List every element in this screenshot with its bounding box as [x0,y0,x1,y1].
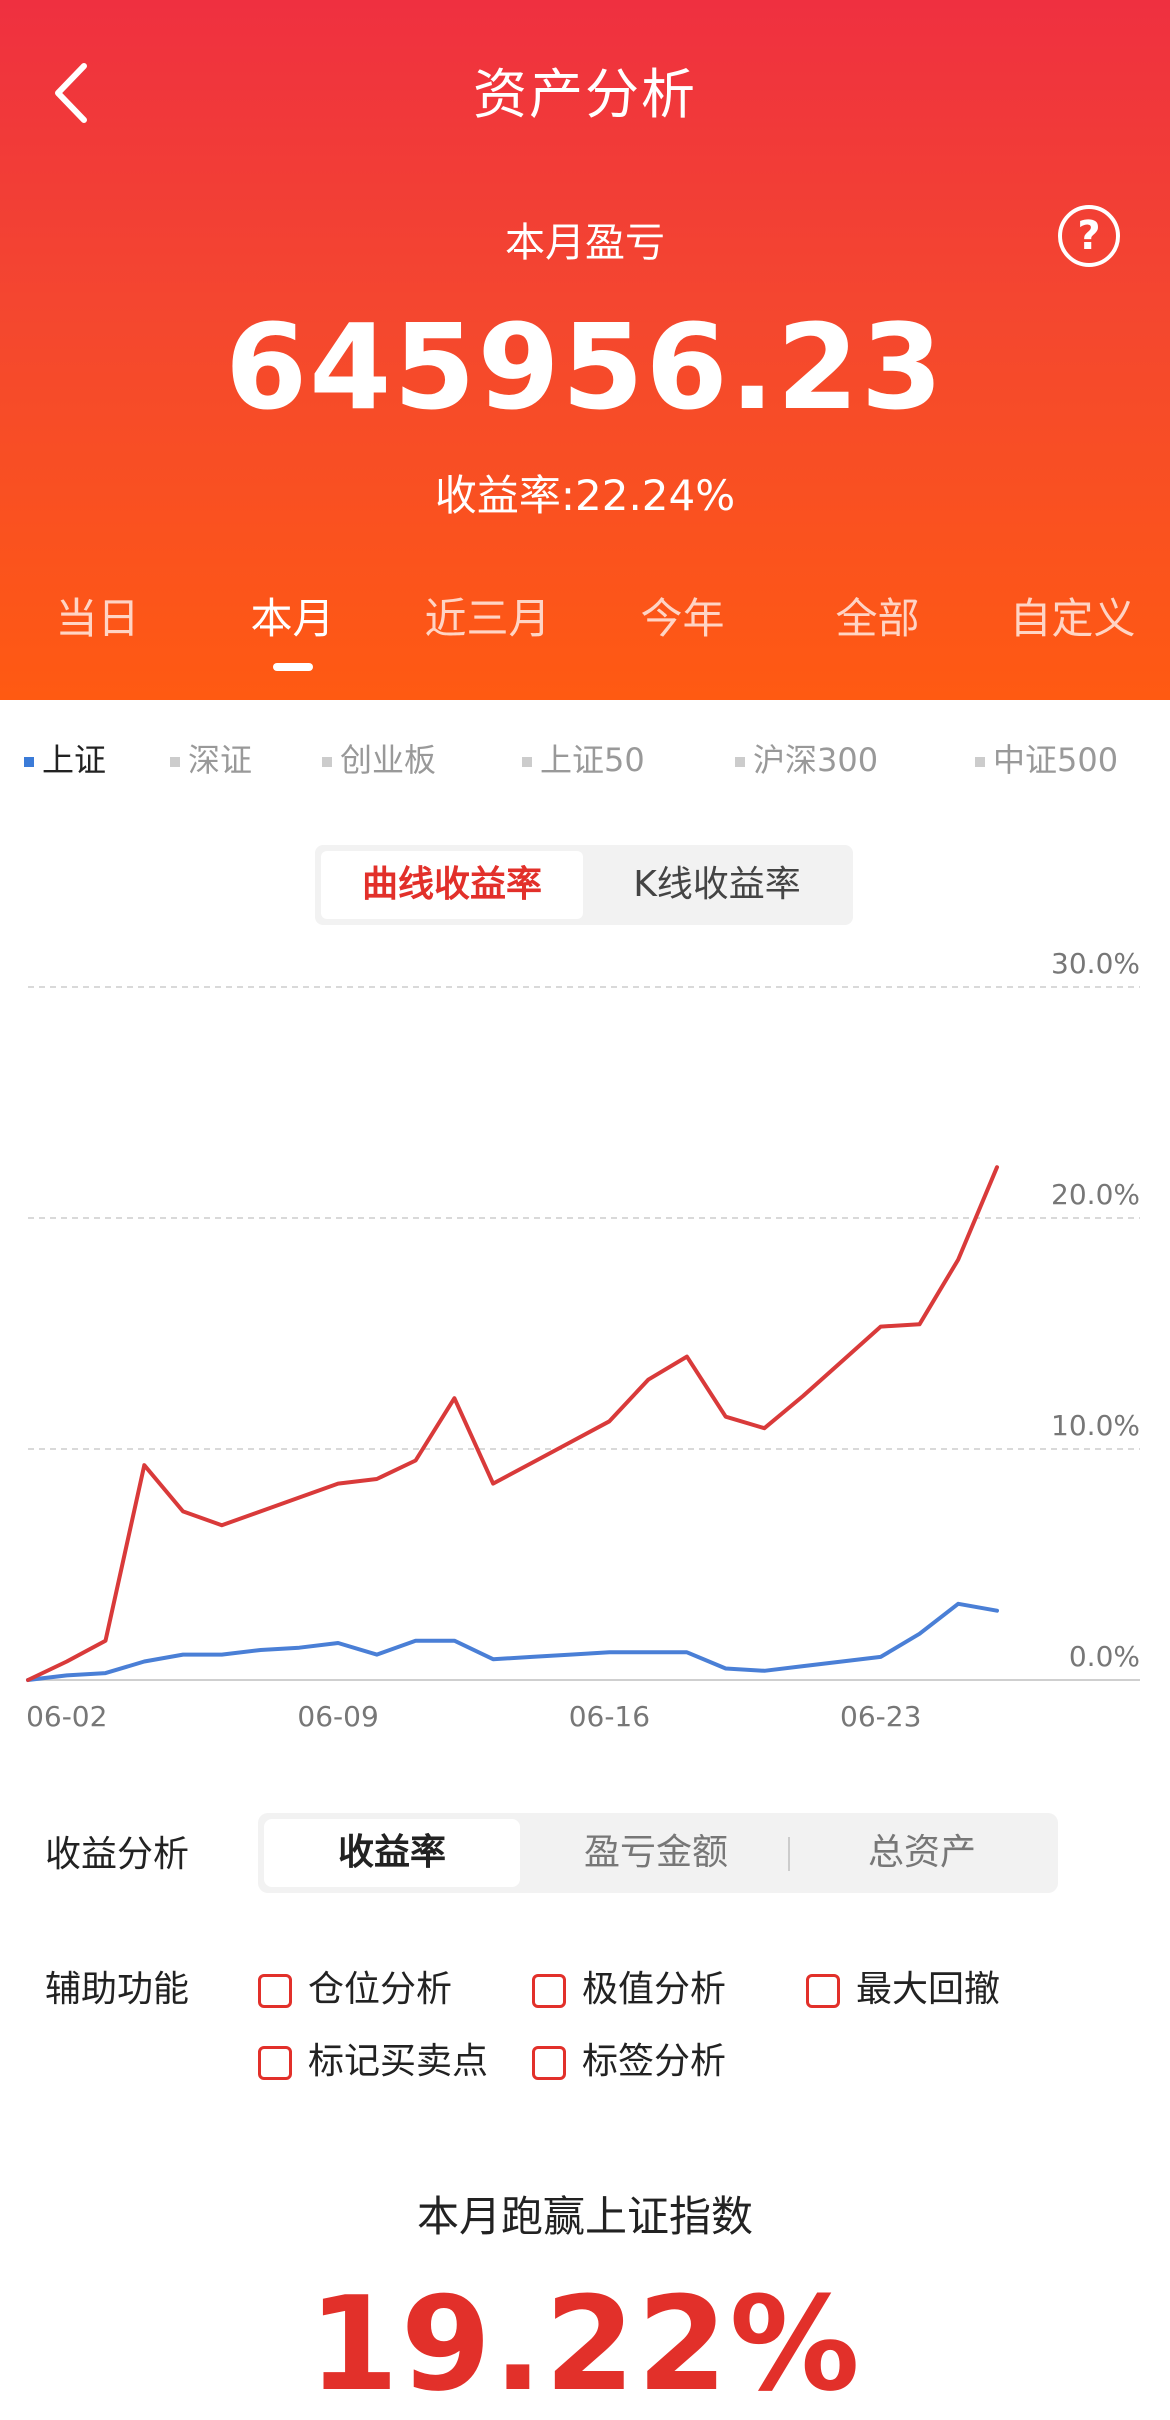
page-title: 资产分析 [473,63,697,126]
analysis-label: 收益分析 [45,1834,190,1875]
curve-return-button[interactable]: 曲线收益率 [321,851,583,919]
checkbox-extreme-analysis[interactable]: 极值分析 [532,1960,726,2012]
y-tick-label: 0.0% [1069,1640,1140,1673]
checkbox-icon [258,2046,292,2080]
checkbox-label: 极值分析 [582,1969,727,2010]
y-tick-label: 10.0% [1051,1409,1140,1442]
index-tab-label: 深证 [188,741,253,779]
return-rate-button[interactable]: 收益率 [264,1819,520,1887]
checkbox-icon [532,1974,566,2008]
x-tick-label: 06-09 [297,1700,378,1733]
segment-divider [788,1837,790,1871]
legend-marker-icon [322,757,332,767]
checkbox-icon [258,1974,292,2008]
index-tab-csi300[interactable]: 沪深300 [735,735,878,781]
beat-index-value: 19.22% [308,2268,862,2420]
pnl-value: 645956.23 [225,298,945,436]
kline-return-button[interactable]: K线收益率 [633,864,801,905]
tab-today[interactable]: 当日 [55,594,140,643]
index-return-line [26,1601,999,1682]
chart-mode-toggle: 曲线收益率 K线收益率 [315,845,853,925]
legend-marker-icon [170,757,180,767]
index-tab-shanghai[interactable]: 上证 [24,735,106,781]
aux-label: 辅助功能 [45,1969,190,2010]
index-tab-label: 沪深300 [753,741,879,779]
analysis-segmented-control: 收益率 盈亏金额 总资产 [258,1813,1058,1893]
tab-this-year[interactable]: 今年 [640,594,725,643]
legend-marker-icon [522,757,532,767]
checkbox-label: 标记买卖点 [308,2041,489,2082]
index-tab-label: 中证500 [993,741,1119,779]
y-tick-label: 20.0% [1051,1178,1140,1211]
index-tab-sse50[interactable]: 上证50 [522,735,645,781]
tab-custom[interactable]: 自定义 [1009,594,1136,643]
checkbox-icon [806,1974,840,2008]
checkbox-tag-analysis[interactable]: 标签分析 [532,2032,726,2084]
x-tick-label: 06-23 [840,1700,921,1733]
return-rate: 收益率:22.24% [434,471,736,520]
tab-this-month[interactable]: 本月 [195,585,390,671]
checkbox-label: 标签分析 [582,2041,727,2082]
tab-all[interactable]: 全部 [835,594,920,643]
beat-index-title: 本月跑赢上证指数 [416,2192,753,2241]
portfolio-return-line [26,1165,999,1682]
x-tick-label: 06-16 [569,1700,650,1733]
checkbox-icon [532,2046,566,2080]
index-tab-csi500[interactable]: 中证500 [975,735,1118,781]
period-tabs: 当日 本月 近三月 今年 全部 自定义 [0,585,1170,671]
header: 资产分析 ? 本月盈亏 645956.23 收益率:22.24% 当日 本月 近… [0,0,1170,700]
total-assets-button[interactable]: 总资产 [867,1832,976,1873]
y-tick-label: 30.0% [1051,947,1140,980]
return-chart: 0.0% 10.0% 20.0% 30.0% 06-02 06-09 06-16 06-23 [26,947,1140,1733]
checkbox-position-analysis[interactable]: 仓位分析 [258,1960,452,2012]
index-tab-shenzhen[interactable]: 深证 [170,735,252,781]
pnl-amount-button[interactable]: 盈亏金额 [583,1832,728,1873]
checkbox-mark-trades[interactable]: 标记买卖点 [258,2032,488,2084]
index-tab-label: 创业板 [340,741,437,779]
legend-marker-icon [24,757,34,767]
legend-marker-icon [975,757,985,767]
index-tab-label: 上证50 [540,741,645,779]
chevron-left-icon [55,63,87,123]
help-button[interactable]: ? [1058,205,1120,267]
back-button[interactable] [44,58,104,128]
legend-marker-icon [735,757,745,767]
x-tick-label: 06-02 [26,1700,107,1733]
pnl-label: 本月盈亏 [505,220,665,266]
index-tabs: 上证 深证 创业板 上证50 沪深300 中证500 [0,735,1170,795]
tab-last-three-months[interactable]: 近三月 [424,594,551,643]
checkbox-max-drawdown[interactable]: 最大回撤 [806,1960,1000,2012]
checkbox-label: 最大回撤 [856,1969,1001,2010]
checkbox-label: 仓位分析 [308,1969,453,2010]
index-tab-label: 上证 [42,741,107,779]
index-tab-chinext[interactable]: 创业板 [322,735,436,781]
question-circle-icon: ? [1077,213,1101,259]
